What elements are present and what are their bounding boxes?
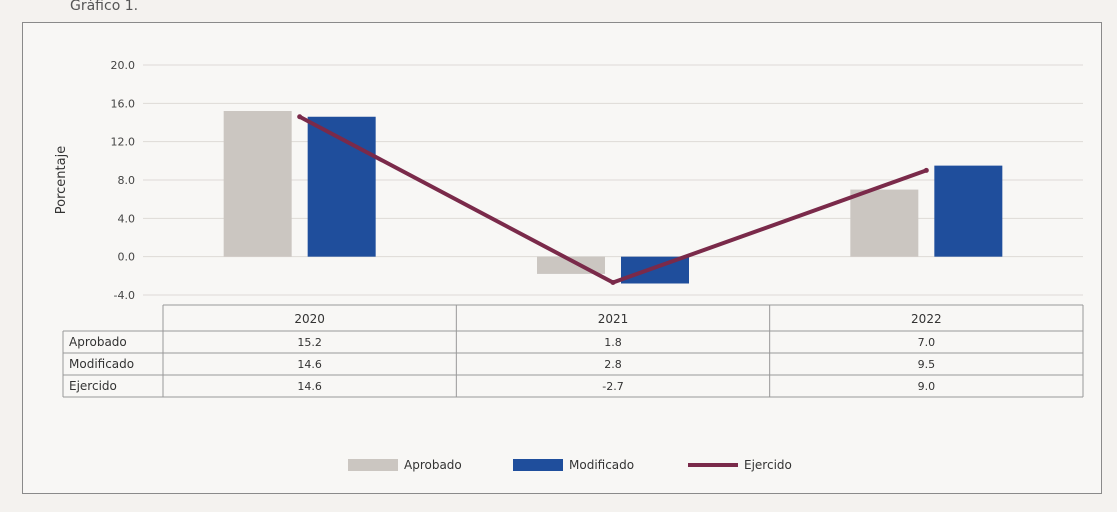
point-ejercido-2021 [610, 280, 616, 286]
table-cell-ejercido-2021: -2.7 [602, 380, 623, 393]
table-row-label-modificado: Modificado [69, 357, 134, 371]
table-cell-aprobado-2021: 1.8 [604, 336, 622, 349]
y-tick-label: 20.0 [111, 59, 136, 72]
point-ejercido-2022 [923, 167, 929, 173]
table-cell-modificado-2020: 14.6 [297, 358, 322, 371]
table-row-label-aprobado: Aprobado [69, 335, 127, 349]
y-tick-label: 4.0 [118, 212, 136, 225]
table-cell-aprobado-2020: 15.2 [297, 336, 322, 349]
legend-swatch-modificado [513, 459, 563, 471]
y-tick-label: 8.0 [118, 174, 136, 187]
legend-label-aprobado: Aprobado [404, 458, 462, 472]
legend-label-modificado: Modificado [569, 458, 634, 472]
chart: 20.0 16.0 12.0 8.0 4.0 0.0 -4.0 Porcentaje 2020 2… [54, 59, 1084, 472]
chart-frame: 20.0 16.0 12.0 8.0 4.0 0.0 -4.0 Porcentaje 2020 2… [22, 22, 1102, 494]
table-header-2022: 2022 [911, 312, 942, 326]
y-tick-label: 0.0 [118, 251, 136, 264]
table-header-2020: 2020 [294, 312, 325, 326]
y-tick-label: 12.0 [111, 136, 136, 149]
table-row-label-ejercido: Ejercido [69, 379, 117, 393]
table-cell-modificado-2021: 2.8 [604, 358, 622, 371]
table-cell-ejercido-2020: 14.6 [297, 380, 322, 393]
table-cell-ejercido-2022: 9.0 [918, 380, 936, 393]
top-caption: Gráfico 1. [70, 0, 139, 14]
table-header-2021: 2021 [598, 312, 629, 326]
bar-aprobado-2022 [850, 189, 919, 257]
bar-modificado-2022 [934, 165, 1003, 257]
y-tick-label: -4.0 [114, 289, 135, 302]
table-cell-aprobado-2022: 7.0 [918, 336, 936, 349]
y-tick-label: 16.0 [111, 97, 136, 110]
y-axis-label: Porcentaje [54, 146, 69, 214]
bar-aprobado-2020 [223, 111, 292, 257]
legend-swatch-aprobado [348, 459, 398, 471]
table-cell-modificado-2022: 9.5 [918, 358, 936, 371]
point-ejercido-2020 [297, 114, 303, 120]
legend-label-ejercido: Ejercido [744, 458, 792, 472]
